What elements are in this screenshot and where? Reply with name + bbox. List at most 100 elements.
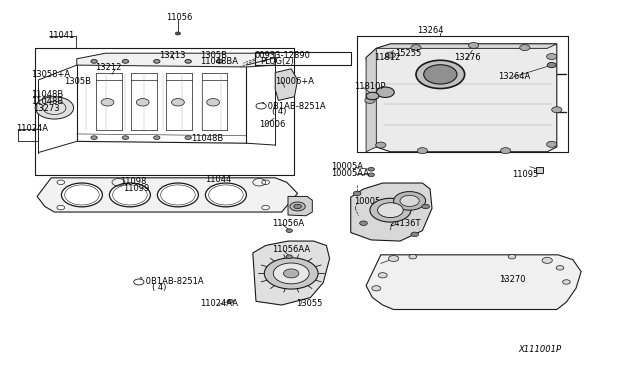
Circle shape bbox=[294, 204, 301, 209]
Circle shape bbox=[547, 141, 557, 147]
Circle shape bbox=[378, 203, 403, 218]
Text: X111001P: X111001P bbox=[518, 345, 561, 354]
Polygon shape bbox=[351, 183, 432, 241]
Polygon shape bbox=[366, 48, 376, 152]
Text: 15255: 15255 bbox=[396, 49, 422, 58]
Text: 13270: 13270 bbox=[499, 275, 525, 284]
Text: 1305B: 1305B bbox=[200, 51, 227, 60]
Circle shape bbox=[422, 204, 429, 209]
Text: 10005: 10005 bbox=[354, 197, 380, 206]
Text: 11048B: 11048B bbox=[31, 97, 63, 106]
Polygon shape bbox=[376, 44, 557, 48]
Circle shape bbox=[290, 202, 305, 211]
Circle shape bbox=[372, 286, 381, 291]
Circle shape bbox=[365, 97, 375, 103]
Text: 11048BA: 11048BA bbox=[200, 57, 237, 66]
Circle shape bbox=[417, 148, 428, 154]
Text: 1305B: 1305B bbox=[64, 77, 91, 86]
Circle shape bbox=[424, 65, 457, 84]
Text: PLUG(2): PLUG(2) bbox=[260, 57, 294, 66]
Circle shape bbox=[508, 254, 516, 259]
Text: 10006: 10006 bbox=[259, 120, 285, 129]
Circle shape bbox=[400, 195, 419, 206]
Circle shape bbox=[134, 279, 144, 285]
Circle shape bbox=[556, 266, 564, 270]
Circle shape bbox=[91, 136, 97, 140]
Circle shape bbox=[91, 60, 97, 63]
Circle shape bbox=[378, 273, 387, 278]
Circle shape bbox=[547, 62, 556, 68]
Circle shape bbox=[185, 60, 191, 63]
Circle shape bbox=[411, 45, 421, 51]
Text: 24136T: 24136T bbox=[389, 219, 420, 228]
Circle shape bbox=[416, 60, 465, 89]
Circle shape bbox=[57, 205, 65, 210]
Text: 11041: 11041 bbox=[48, 31, 74, 40]
Text: 11812: 11812 bbox=[374, 53, 401, 62]
Text: 10005AA: 10005AA bbox=[332, 169, 369, 178]
Circle shape bbox=[368, 173, 374, 177]
Circle shape bbox=[256, 103, 266, 109]
Text: 11048B: 11048B bbox=[191, 134, 223, 143]
Circle shape bbox=[376, 87, 394, 97]
Polygon shape bbox=[37, 178, 298, 212]
Circle shape bbox=[216, 60, 223, 63]
Circle shape bbox=[122, 136, 129, 140]
Text: 13273: 13273 bbox=[33, 104, 60, 113]
Text: 13055: 13055 bbox=[296, 299, 322, 308]
Circle shape bbox=[370, 198, 411, 222]
Text: 11099: 11099 bbox=[123, 184, 149, 193]
Circle shape bbox=[61, 183, 102, 207]
Circle shape bbox=[409, 254, 417, 259]
Text: 10005A: 10005A bbox=[332, 162, 364, 171]
Text: 11056: 11056 bbox=[166, 13, 193, 22]
Circle shape bbox=[136, 99, 149, 106]
Text: 11098: 11098 bbox=[120, 177, 147, 186]
Text: 11056AA: 11056AA bbox=[272, 245, 310, 254]
Polygon shape bbox=[536, 167, 543, 173]
Circle shape bbox=[385, 52, 396, 58]
Circle shape bbox=[154, 60, 160, 63]
Circle shape bbox=[353, 191, 361, 196]
Circle shape bbox=[35, 97, 74, 119]
Circle shape bbox=[262, 180, 269, 185]
Text: 11044: 11044 bbox=[205, 175, 231, 184]
Polygon shape bbox=[253, 241, 330, 305]
Text: 11095: 11095 bbox=[512, 170, 538, 179]
Circle shape bbox=[394, 192, 426, 210]
Text: 11048B: 11048B bbox=[31, 90, 63, 99]
Circle shape bbox=[552, 107, 562, 113]
Circle shape bbox=[262, 205, 269, 210]
Circle shape bbox=[227, 299, 234, 303]
Text: 13213: 13213 bbox=[159, 51, 185, 60]
Circle shape bbox=[175, 32, 180, 35]
Circle shape bbox=[376, 142, 386, 148]
Text: 10006+A: 10006+A bbox=[275, 77, 314, 86]
Text: 13212: 13212 bbox=[95, 63, 121, 72]
Circle shape bbox=[207, 99, 220, 106]
Text: B: B bbox=[137, 279, 141, 285]
Circle shape bbox=[101, 99, 114, 106]
Circle shape bbox=[109, 183, 150, 207]
Circle shape bbox=[273, 263, 309, 284]
Circle shape bbox=[185, 136, 191, 140]
Polygon shape bbox=[366, 255, 581, 310]
Polygon shape bbox=[288, 196, 312, 216]
Text: 11056A: 11056A bbox=[272, 219, 304, 228]
Circle shape bbox=[154, 136, 160, 140]
Text: ( 4): ( 4) bbox=[152, 283, 166, 292]
Circle shape bbox=[500, 148, 511, 154]
Circle shape bbox=[468, 42, 479, 48]
Circle shape bbox=[366, 92, 379, 100]
Circle shape bbox=[368, 167, 374, 171]
Circle shape bbox=[122, 60, 129, 63]
Text: 11024AA: 11024AA bbox=[200, 299, 237, 308]
Circle shape bbox=[411, 232, 419, 237]
Text: ° 0B1AB-8251A: ° 0B1AB-8251A bbox=[261, 102, 326, 110]
Polygon shape bbox=[366, 44, 557, 152]
Circle shape bbox=[360, 221, 367, 225]
Polygon shape bbox=[77, 53, 275, 67]
Circle shape bbox=[542, 257, 552, 263]
Text: 13058+A: 13058+A bbox=[31, 70, 70, 79]
Circle shape bbox=[172, 99, 184, 106]
